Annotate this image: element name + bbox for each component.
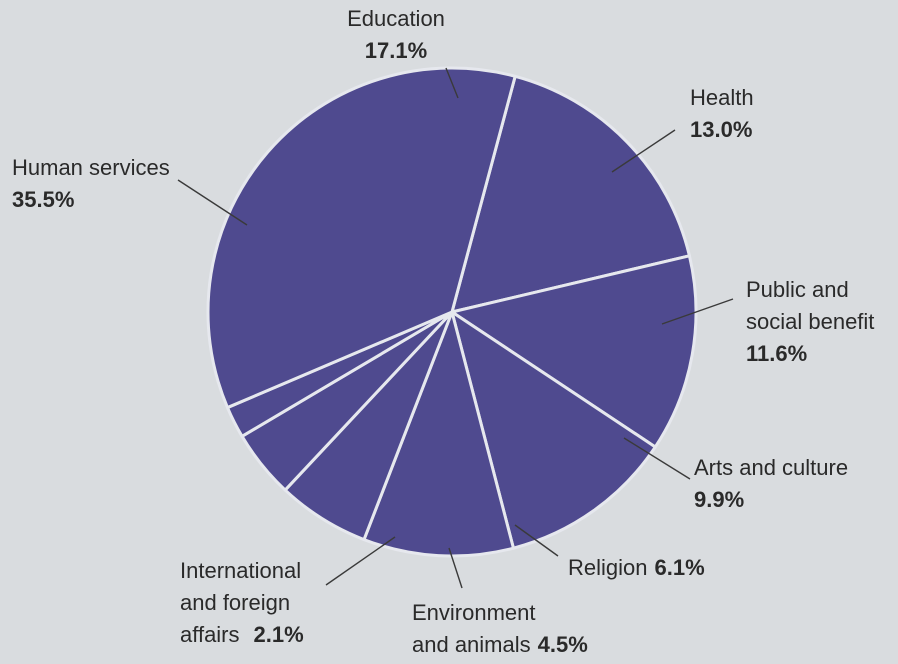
slice-percent-arts-and-culture: 9.9% [694,487,744,512]
slice-label-line: Public and [746,277,849,302]
leader-line-religion [514,524,559,557]
pie-slice-arts-and-culture [362,310,515,558]
pie-slice-public-and-social-benefit [450,310,657,550]
slice-label-environment-and-animals: Environment and animals 4.5% [412,600,588,657]
slice-label-line: Education [347,6,445,31]
leader-line-human-services [177,179,248,226]
slice-label-line: International [180,558,301,583]
pie-slice-human-services [206,66,517,410]
leader-line-health [611,129,676,173]
slice-label-line: social benefit [746,309,874,334]
leader-line-international-and-foreign-affairs [325,536,396,586]
slice-label-line: affairs [180,622,240,647]
pie-labels: Education 17.1% Health 13.0% Public and socia… [12,6,874,657]
leader-line-arts-and-culture [623,437,691,480]
slice-percent-public-and-social-benefit: 11.6% [746,341,807,366]
pie-slice-health [450,254,698,449]
slice-label-education: Education 17.1% [347,6,445,63]
slice-label-line: Human services [12,155,170,180]
slice-label-public-and-social-benefit: Public and social benefit 11.6% [746,277,874,366]
leader-line-environment-and-animals [448,547,463,589]
slice-label-line: Religion [568,555,648,580]
slice-label-international-and-foreign-affairs: International and foreign affairs 2.1% [180,558,304,647]
slice-label-line: and animals [412,632,531,657]
slice-percent-international-and-foreign-affairs: 2.1% [254,622,304,647]
slice-label-line: Environment [412,600,536,625]
pie-slice-education [450,74,691,314]
slice-label-line: and foreign [180,590,290,615]
slice-label-religion: Religion 6.1% [568,555,705,580]
leader-line-education [445,67,459,99]
slice-percent-human-services: 35.5% [12,187,74,212]
slice-label-arts-and-culture: Arts and culture 9.9% [694,455,848,512]
slice-label-human-services: Human services 35.5% [12,155,170,212]
slice-label-health: Health 13.0% [690,85,754,142]
slice-label-line: Arts and culture [694,455,848,480]
leader-line-public-and-social-benefit [661,298,734,325]
slice-percent-religion: 6.1% [655,555,705,580]
slice-percent-education: 17.1% [365,38,427,63]
slice-percent-environment-and-animals: 4.5% [538,632,588,657]
slice-label-line: Health [690,85,754,110]
pie-slices [206,66,698,558]
slice-percent-health: 13.0% [690,117,752,142]
